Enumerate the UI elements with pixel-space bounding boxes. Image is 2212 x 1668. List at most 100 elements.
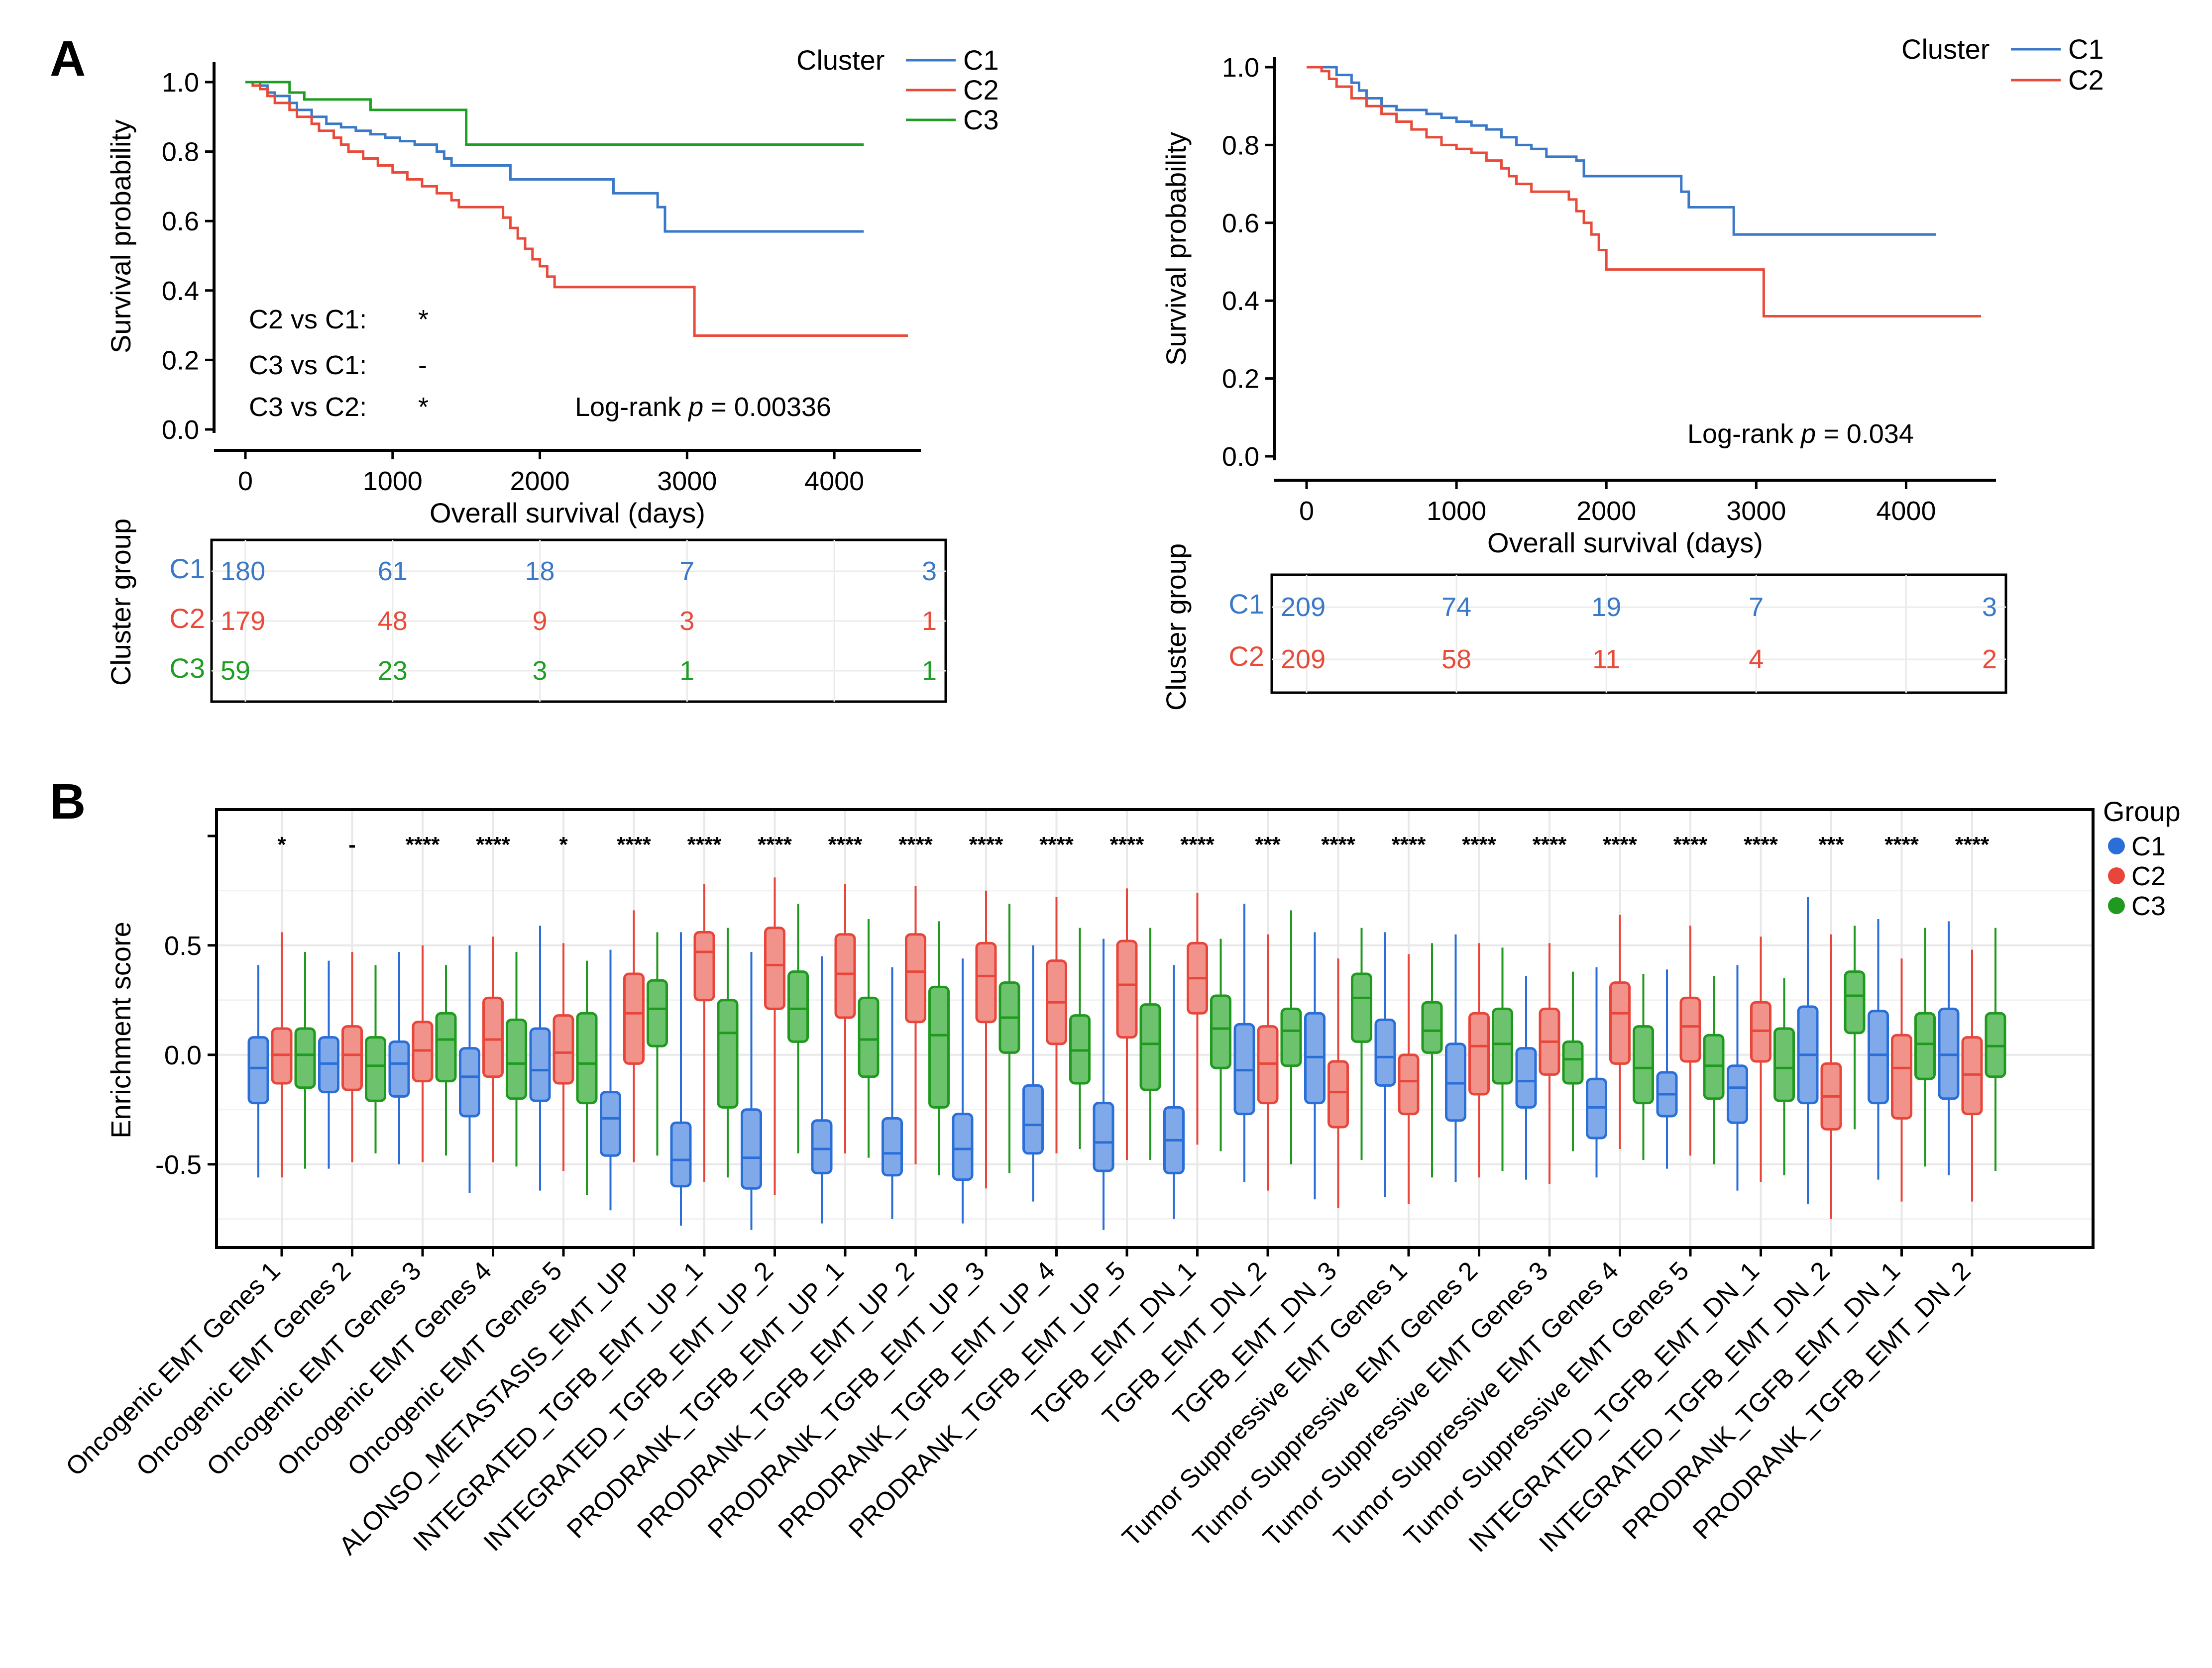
- box-c3: [1351, 972, 1372, 1043]
- risk-left-grid: [212, 540, 946, 702]
- panel-b-label: B: [50, 774, 86, 830]
- box-c3: [1844, 970, 1866, 1035]
- risk-left-cells: 180 61 18 7 3 179 48 9 3 1 59 23 3 1 1: [221, 556, 937, 686]
- risk-table-right: Cluster group C1 C2 209 74 19 7 3 209 58 11 4 2: [1160, 543, 2007, 711]
- risk-cell: 61: [378, 556, 408, 586]
- legend-label-c2: C2: [2068, 64, 2104, 96]
- km-curve-c3: [245, 81, 864, 146]
- risk-cell: 4: [1749, 644, 1764, 674]
- box-c3: [1280, 1007, 1302, 1067]
- risk-cell: 59: [221, 656, 250, 686]
- box-c2: [975, 941, 997, 1024]
- legend-dot-c1: [2108, 837, 2125, 854]
- significance-label: ****: [1744, 833, 1778, 857]
- y-tick-label: 0.2: [162, 345, 199, 375]
- box-c2: [905, 933, 926, 1024]
- km-right-y-ticks: 0.0 0.2 0.4 0.6 0.8 1.0: [1222, 53, 1274, 472]
- y-tick-label: 0.8: [1222, 130, 1259, 160]
- box-c2: [482, 996, 504, 1078]
- significance-label: ****: [1321, 833, 1355, 857]
- risk-left-row-label: C3: [169, 652, 205, 684]
- pvalue-p: p: [1800, 419, 1816, 449]
- risk-right-row-label: C2: [1228, 640, 1264, 672]
- risk-cell: 1: [679, 656, 694, 686]
- box-c3: [365, 1036, 386, 1102]
- box-c1: [1374, 1018, 1396, 1087]
- km-left-xlabel: Overall survival (days): [430, 497, 705, 528]
- box-c3: [576, 1012, 598, 1105]
- box-c3: [294, 1027, 316, 1089]
- y-tick-label: 0.2: [1222, 364, 1259, 394]
- pvalue-prefix: Log-rank: [575, 392, 688, 422]
- boxplot-panel: -0.50.00.5 * - **** **** * **** **** **** **** **…: [60, 796, 2180, 1561]
- x-tick-label: 0: [238, 466, 253, 496]
- significance-label: -: [348, 833, 356, 857]
- box-c2: [764, 927, 785, 1010]
- km-plot-right: 0.0 0.2 0.4 0.6 0.8 1.0 0 1000 2000 3000 4000 Sur…: [1160, 33, 2104, 558]
- y-tick-label: 1.0: [162, 68, 199, 98]
- box-c3: [647, 979, 668, 1047]
- box-c2: [341, 1025, 363, 1091]
- pvalue-suffix: = 0.00336: [703, 392, 831, 422]
- box-c2: [623, 972, 645, 1065]
- y-tick-label: 0.0: [162, 415, 199, 445]
- box-c2: [1891, 1034, 1912, 1120]
- risk-cell: 3: [533, 656, 548, 686]
- pvalue-suffix: = 0.034: [1816, 419, 1914, 449]
- risk-left-ylabel: Cluster group: [105, 519, 136, 686]
- km-left-curves: [245, 81, 908, 337]
- risk-cell: 18: [525, 556, 555, 586]
- risk-cell: 74: [1441, 592, 1471, 622]
- y-tick-label: -0.5: [155, 1150, 202, 1180]
- boxplot-significance: * - **** **** * **** **** **** **** **** **** **** *…: [277, 833, 1990, 857]
- risk-cell: 3: [922, 556, 937, 586]
- x-tick-label: 3000: [1726, 496, 1786, 526]
- risk-cell: 23: [378, 656, 408, 686]
- risk-left-row-label: C2: [169, 603, 205, 634]
- box-c2: [693, 931, 715, 1002]
- km-right-xlabel: Overall survival (days): [1487, 527, 1763, 558]
- risk-cell: 209: [1281, 644, 1326, 674]
- km-right-ylabel: Survival probability: [1160, 132, 1192, 366]
- km-left-stat-sig: *: [418, 305, 429, 334]
- risk-cell: 3: [679, 606, 694, 636]
- box-c1: [670, 1121, 692, 1188]
- y-tick-label: 0.8: [162, 137, 199, 167]
- significance-label: ****: [1955, 833, 1990, 857]
- boxplot-y-ticks: -0.5 0.0 0.5: [155, 834, 217, 1180]
- box-c3: [1914, 1012, 1936, 1080]
- km-left-legend-title: Cluster: [796, 44, 885, 76]
- significance-label: ****: [1110, 833, 1144, 857]
- significance-label: ***: [1818, 833, 1844, 857]
- x-tick-label: 4000: [1876, 496, 1936, 526]
- boxplot-ylabel: Enrichment score: [105, 922, 136, 1139]
- box-c1: [388, 1040, 410, 1098]
- risk-right-frame: [1270, 573, 2007, 694]
- risk-right-row-label: C1: [1228, 588, 1264, 620]
- significance-label: ****: [1392, 833, 1426, 857]
- y-tick-label: 0.6: [162, 207, 199, 236]
- risk-cell: 179: [221, 606, 265, 636]
- significance-label: ****: [1603, 833, 1637, 857]
- legend-label-c2: C2: [2131, 861, 2166, 891]
- box-c3: [1773, 1027, 1795, 1102]
- box-c3: [858, 996, 880, 1078]
- box-c1: [459, 1047, 480, 1118]
- risk-cell: 3: [1982, 592, 1997, 622]
- pvalue-p: p: [687, 392, 703, 422]
- significance-label: ****: [1673, 833, 1708, 857]
- risk-cell: 1: [922, 606, 937, 636]
- box-c1: [1515, 1047, 1537, 1109]
- km-right-pvalue: Log-rank p = 0.034: [1687, 419, 1914, 449]
- significance-label: ***: [1255, 833, 1281, 857]
- legend-dot-c2: [2108, 867, 2125, 884]
- legend-label-c3: C3: [2131, 891, 2166, 921]
- risk-right-cells: 209 74 19 7 3 209 58 11 4 2: [1281, 592, 1997, 674]
- risk-cell: 9: [533, 606, 548, 636]
- box-c2: [1679, 996, 1701, 1063]
- significance-label: ****: [1462, 833, 1496, 857]
- km-curve-c1: [1307, 66, 1936, 236]
